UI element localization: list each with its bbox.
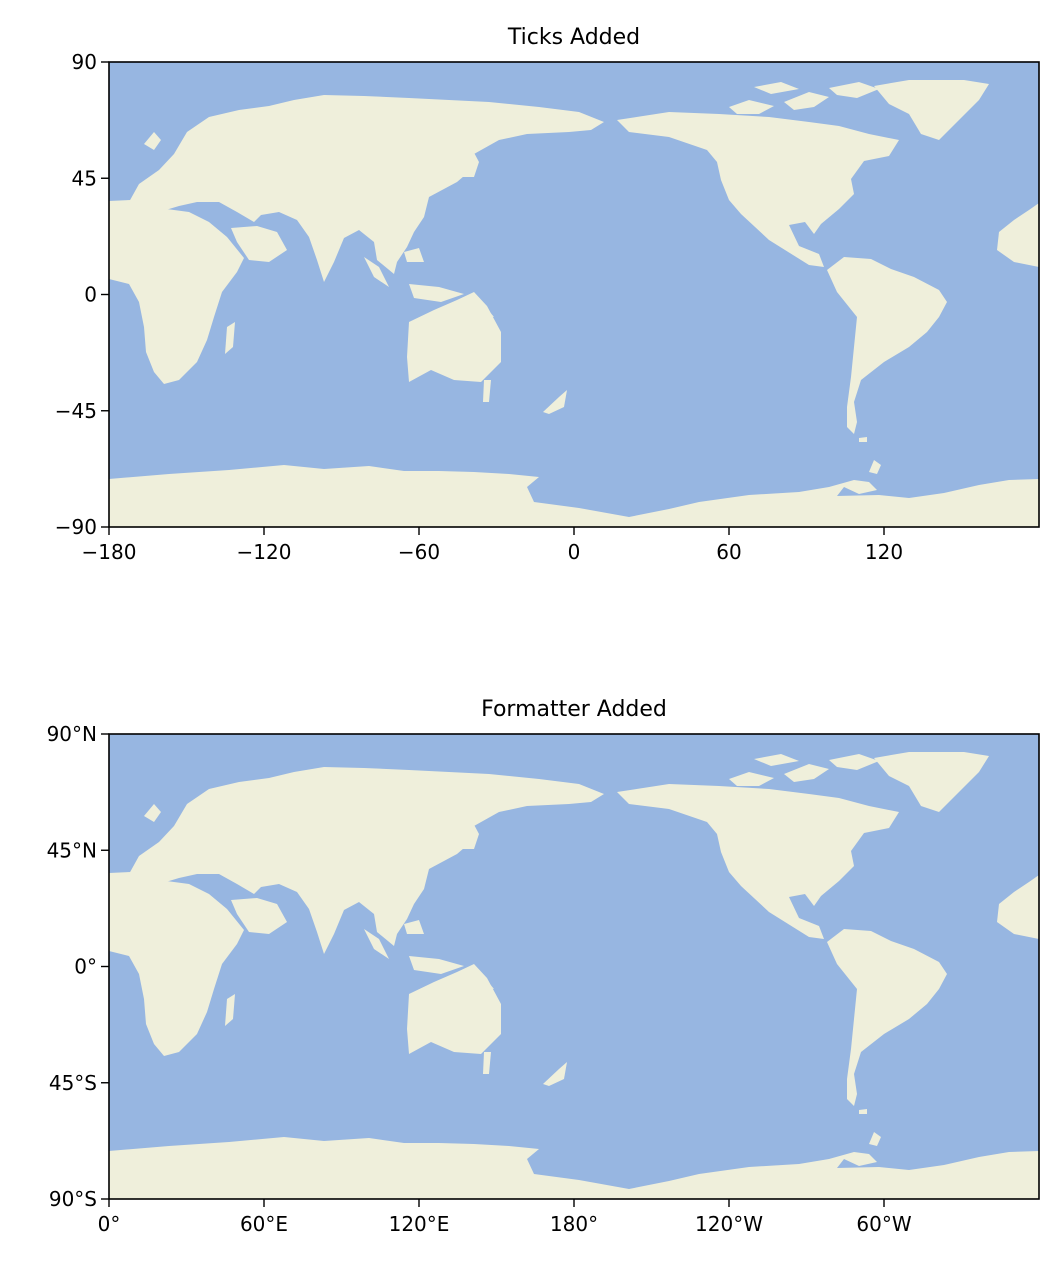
x-tick-label: −180 (82, 540, 137, 564)
x-tick-label: 60°W (856, 1212, 911, 1236)
y-tick-label: 90°S (49, 1187, 97, 1211)
x-tick-label: 0 (568, 540, 581, 564)
x-tick-label: 120 (865, 540, 903, 564)
y-tick-label: 0° (74, 955, 97, 979)
y-tick-label: 45 (72, 166, 97, 190)
x-tick-label: 60 (716, 540, 741, 564)
x-tick-label: 0° (98, 1212, 121, 1236)
x-tick-label: 120°W (695, 1212, 763, 1236)
y-tick-label: 45°N (47, 838, 97, 862)
y-tick-label: 0 (84, 283, 97, 307)
x-tick-label: 180° (550, 1212, 598, 1236)
x-tick-label: −60 (398, 540, 440, 564)
x-tick-label: −120 (237, 540, 292, 564)
x-tick-label: 60°E (240, 1212, 288, 1236)
y-tick-label: −90 (55, 515, 97, 539)
map-title: Formatter Added (481, 697, 667, 722)
x-tick-label: 120°E (389, 1212, 450, 1236)
y-tick-label: 45°S (49, 1071, 97, 1095)
map-panel: Ticks Added 90 45 0 −45 −90−180 −120 −60 0 60 120 (55, 25, 1040, 564)
y-tick-label: −45 (55, 399, 97, 423)
y-tick-label: 90°N (47, 722, 97, 746)
map-title: Ticks Added (507, 25, 640, 50)
y-tick-label: 90 (72, 50, 97, 74)
